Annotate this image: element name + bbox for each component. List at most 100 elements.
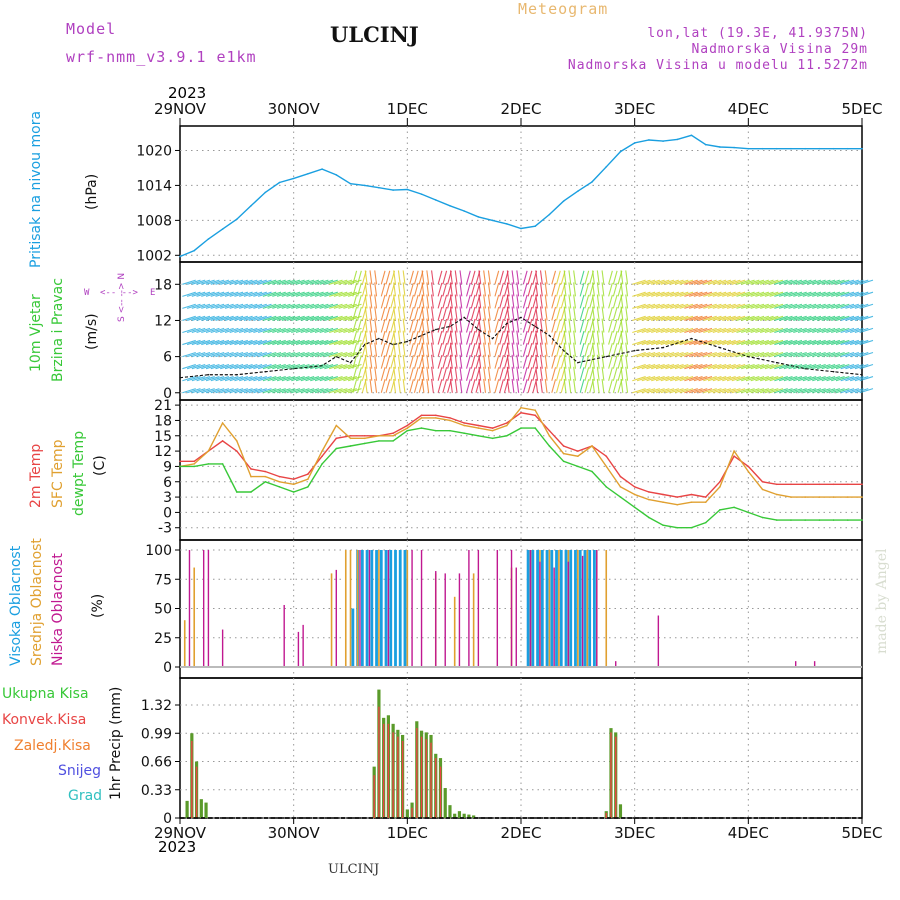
wind-barb <box>584 342 590 357</box>
wind-barb <box>788 364 803 370</box>
page-title: ULCINJ <box>330 22 419 47</box>
cloud-bar <box>330 573 333 667</box>
wind-barb <box>854 315 869 321</box>
wind-barb <box>563 330 567 345</box>
data-point <box>250 475 252 478</box>
data-point <box>747 147 750 150</box>
wind-barb <box>816 364 831 370</box>
wind-barb <box>812 388 826 394</box>
wind-barb <box>674 339 689 346</box>
wind-barb <box>201 315 215 321</box>
wind-barb <box>655 388 670 394</box>
wind-barb <box>201 388 215 394</box>
wind-barb <box>840 315 855 321</box>
wind-barb <box>262 291 277 297</box>
wind-barb <box>421 354 425 369</box>
wind-barb <box>845 291 859 297</box>
wind-barb <box>620 366 624 381</box>
wind-barb <box>487 282 491 297</box>
wind-barb <box>466 294 471 309</box>
wind-barb <box>573 330 577 345</box>
wind-barb <box>239 364 253 370</box>
wind-barb <box>755 388 769 394</box>
wind-barb <box>698 315 713 321</box>
wind-barb <box>707 279 722 285</box>
wind-barb <box>319 388 334 394</box>
wind-barb <box>295 388 310 394</box>
model-label: Model <box>66 20 117 38</box>
wind-barb <box>186 339 201 346</box>
wind-barb <box>849 364 864 370</box>
wind-barb <box>601 378 605 393</box>
wind-barb <box>655 303 670 309</box>
precip-bar <box>457 811 462 818</box>
wind-barb <box>651 388 665 394</box>
wind-barb <box>726 279 741 285</box>
wind-barb <box>816 351 831 358</box>
wind-barb <box>272 339 286 346</box>
wind-barb <box>688 327 703 334</box>
wind-barb <box>506 306 510 321</box>
data-point <box>662 140 664 142</box>
wind-barb <box>793 351 807 358</box>
wind-barb <box>573 378 577 393</box>
wind-barb <box>555 355 561 369</box>
wind-barb <box>859 364 874 370</box>
wind-barb <box>347 279 362 285</box>
wind-barb <box>620 342 624 357</box>
wind-barb <box>745 351 760 358</box>
wind-barb <box>478 342 482 357</box>
wind-barb <box>835 364 850 370</box>
wind-barb <box>563 270 567 285</box>
wind-barb <box>506 354 510 369</box>
wind-barb <box>688 279 703 285</box>
wind-barb <box>551 318 557 333</box>
wind-barb <box>845 376 859 382</box>
wind-barb <box>769 376 784 382</box>
wind-barb <box>380 282 386 297</box>
wind-barb <box>731 315 746 321</box>
wind-barb <box>859 351 874 358</box>
wind-barb <box>357 294 362 309</box>
wind-barb <box>636 327 651 334</box>
wind-barb <box>793 339 807 346</box>
wind-barb <box>625 294 629 309</box>
wind-barb <box>535 378 539 393</box>
data-point <box>591 181 593 183</box>
wind-barb <box>539 306 543 321</box>
wind-barb <box>487 306 491 321</box>
wind-barb <box>196 303 211 309</box>
wind-barb <box>544 306 548 321</box>
series-line <box>179 134 862 258</box>
cloud-bar <box>468 550 470 667</box>
wind-barb <box>224 376 239 382</box>
cloud-bar <box>615 661 617 667</box>
wind-barb <box>703 339 717 346</box>
cloud-bar <box>510 550 513 667</box>
wind-barb <box>783 388 798 394</box>
wind-barb <box>783 279 798 285</box>
wind-barb <box>783 291 798 297</box>
data-point <box>662 524 664 526</box>
wind-barb <box>248 376 263 382</box>
wind-barb <box>555 367 561 381</box>
wind-barb <box>584 270 590 285</box>
cloud-bar <box>335 569 337 667</box>
data-point <box>605 165 608 168</box>
wind-barb <box>717 327 732 334</box>
data-point <box>534 409 537 412</box>
cloud-bar <box>379 550 383 667</box>
wind-barb <box>229 351 244 358</box>
wind-barb <box>816 303 831 309</box>
data-point <box>619 486 622 488</box>
wind-barb <box>592 306 595 321</box>
wind-barb <box>698 351 713 358</box>
wind-barb <box>478 318 482 333</box>
wind-barb <box>234 303 249 309</box>
cloud-bar <box>605 550 608 667</box>
wind-barb <box>736 279 751 285</box>
wind-barb <box>215 351 230 358</box>
wind-barb <box>741 315 755 321</box>
wind-barb <box>210 376 225 382</box>
